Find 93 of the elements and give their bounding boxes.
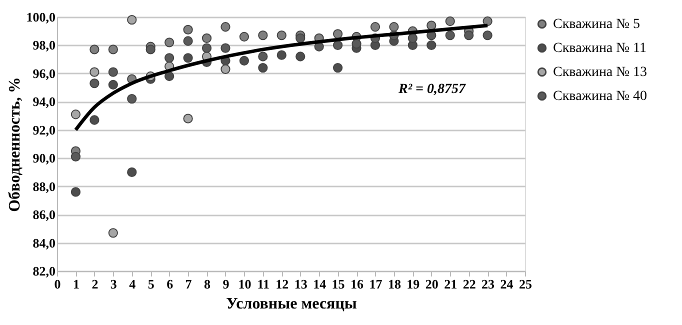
point [127,167,137,178]
point [332,29,343,39]
point [108,80,118,90]
point [239,32,250,42]
point [296,52,306,62]
point [389,22,399,32]
point [183,36,193,46]
x-tick-label: 1 [72,276,80,292]
x-tick-label: 2 [92,276,98,292]
point [183,53,193,63]
y-tick-label: 100,0 [26,10,56,24]
point [445,16,455,26]
point [220,43,230,53]
x-axis-title: Условные месяцы [226,296,358,312]
point [370,22,380,32]
point [146,44,156,54]
x-tick-label: 25 [519,276,532,292]
point [445,30,455,40]
x-tick-label: 10 [238,276,252,292]
x-tick-label: 24 [500,276,514,292]
point [127,94,137,104]
y-tick-label: 98,0 [32,38,56,53]
point [164,38,174,48]
point [164,71,174,82]
point [90,78,100,88]
point [108,44,118,54]
y-tick-label: 84,0 [32,235,56,250]
point [70,152,81,162]
point [220,22,230,32]
x-tick-label: 4 [129,276,136,292]
point [464,30,474,40]
point [70,187,81,197]
x-tick-label: 12 [276,276,289,292]
point [220,64,230,74]
x-tick-label: 13 [294,276,308,292]
point [164,53,174,63]
point [332,40,343,50]
point [482,30,492,40]
y-tick-label: 90,0 [32,150,56,166]
y-axis-title: Обводненность, % [6,77,24,212]
x-tick-label: 9 [222,276,230,292]
x-tick-label: 3 [110,276,118,292]
point [276,50,286,60]
x-tick-label: 11 [257,276,270,292]
point [183,114,193,124]
point [426,20,436,30]
point [90,44,100,54]
point [332,62,343,73]
point [127,15,137,25]
x-tick-label: 21 [444,276,458,292]
point [276,30,286,40]
x-tick-label: 0 [54,276,61,292]
point [70,110,81,120]
point [90,67,100,77]
point [239,56,250,66]
point [352,38,362,49]
x-tick-label: 14 [313,276,327,292]
x-tick-label: 23 [482,276,496,292]
point [258,52,268,62]
x-tick-label: 18 [388,276,402,292]
legend-label: Скважина № 13 [553,65,648,80]
point [202,33,212,43]
legend-label: Скважина № 11 [553,41,646,56]
y-tick-label: 92,0 [32,122,56,138]
x-tick-label: 15 [332,276,346,292]
legend-label: Скважина № 5 [553,17,640,32]
point [408,33,418,43]
x-tick-label: 17 [369,276,383,292]
y-tick-label: 86,0 [32,207,56,222]
point [296,33,306,43]
x-tick-label: 20 [425,276,438,292]
point [90,115,100,125]
y-tick-label: 88,0 [32,178,56,194]
point [183,24,193,35]
point [482,16,492,26]
y-tick-label: 82,0 [32,264,56,278]
point [426,40,436,50]
legend-label: Скважина № 40 [553,89,648,104]
x-tick-label: 8 [204,276,212,292]
point [108,228,118,238]
point [258,62,268,73]
x-tick-label: 7 [185,276,192,292]
x-tick-label: 19 [406,276,420,292]
annotation: R² = 0,8757 [397,82,467,97]
x-tick-label: 16 [350,276,364,292]
y-tick-label: 96,0 [32,66,56,81]
y-tick-label: 94,0 [32,94,56,110]
x-tick-label: 5 [148,276,155,292]
x-tick-label: 6 [166,276,174,292]
point [258,30,268,40]
point [108,67,118,77]
point [202,43,212,53]
x-tick-label: 22 [462,276,476,292]
